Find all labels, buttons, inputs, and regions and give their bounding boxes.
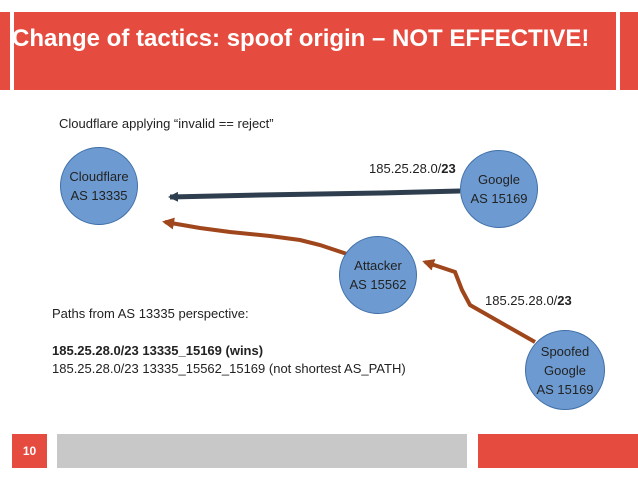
header-bar-left	[0, 12, 10, 90]
google-node-as: AS 15169	[470, 191, 528, 206]
footer-bar	[57, 434, 467, 468]
spoofed-node-line2: Google	[544, 362, 586, 378]
attacker-to-cloudflare-arrow	[162, 217, 351, 257]
google-to-cloudflare-arrow	[168, 188, 461, 202]
slide-subtitle: Cloudflare applying “invalid == reject”	[59, 116, 274, 131]
spoofed-node-line1: Spoofed	[540, 343, 590, 359]
header-bar	[14, 12, 616, 90]
google-prefix-base: 185.25.28.0/	[369, 161, 442, 176]
attacker-node-name: Attacker	[354, 258, 402, 273]
attacker-node-as: AS 15562	[349, 277, 407, 292]
spoofed-google-node: Spoofed Google AS 15169	[525, 330, 605, 410]
google-node: Google AS 15169	[460, 150, 538, 228]
footer-accent	[478, 434, 638, 468]
google-node-name: Google	[478, 172, 520, 187]
cloudflare-node-as: AS 13335	[70, 188, 128, 203]
header-bar-right	[620, 12, 638, 90]
spoofed-to-attacker-arrow	[422, 259, 536, 344]
attacker-node: Attacker AS 15562	[339, 236, 417, 314]
losing-path: 185.25.28.0/23 13335_15562_15169 (not sh…	[52, 361, 406, 376]
spoofed-node-as: AS 15169	[536, 381, 594, 397]
spoofed-prefix-base: 185.25.28.0/	[485, 293, 558, 308]
page-number: 10	[12, 434, 47, 468]
paths-heading: Paths from AS 13335 perspective:	[52, 306, 249, 321]
google-prefix-label: 185.25.28.0/23	[369, 161, 456, 176]
google-prefix-len: 23	[441, 161, 456, 176]
slide-title: Change of tactics: spoof origin – NOT EF…	[12, 25, 590, 52]
cloudflare-node-name: Cloudflare	[69, 169, 129, 184]
winning-path: 185.25.28.0/23 13335_15169 (wins)	[52, 343, 264, 358]
spoofed-prefix-label: 185.25.28.0/23	[485, 293, 572, 308]
cloudflare-node: Cloudflare AS 13335	[60, 147, 138, 225]
spoofed-prefix-len: 23	[557, 293, 572, 308]
